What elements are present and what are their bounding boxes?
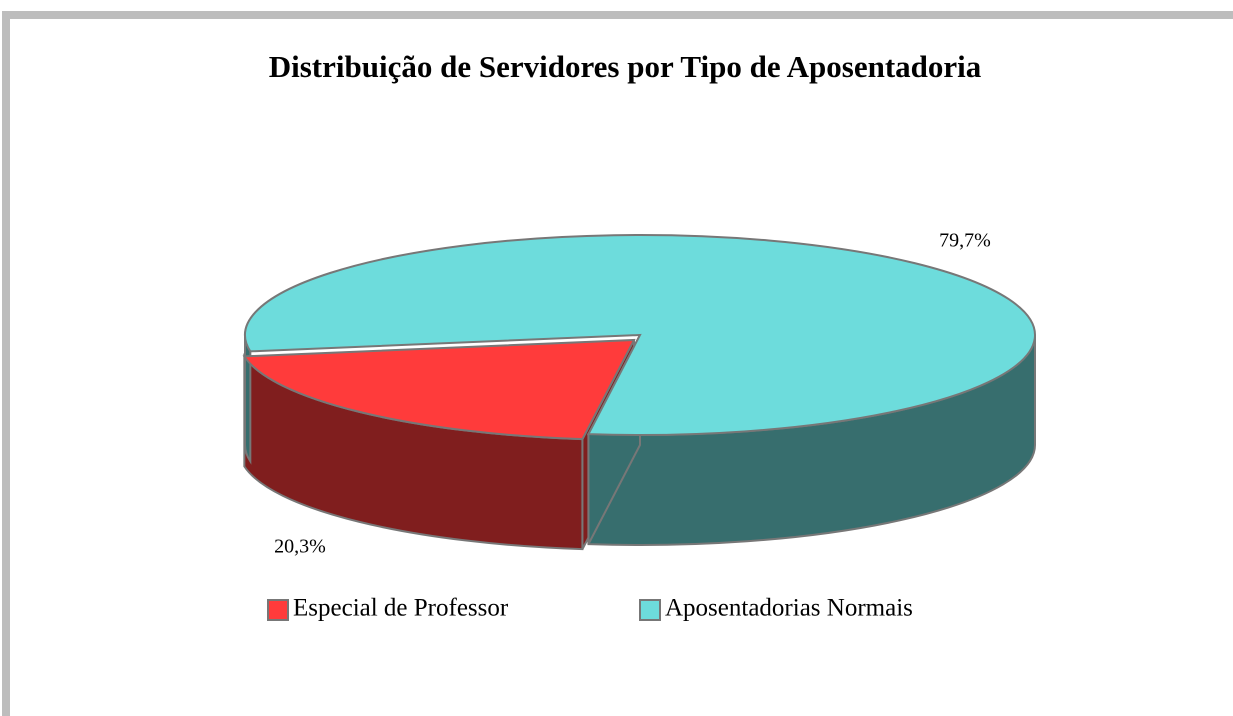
data-label: 20,3% xyxy=(274,536,326,558)
slice-top xyxy=(242,338,636,441)
chart-title: Distribuição de Servidores por Tipo de A… xyxy=(269,49,982,84)
data-label: 79,7% xyxy=(939,230,991,252)
slice-top xyxy=(244,234,1036,436)
top-layer xyxy=(242,234,1036,441)
legend-label: Especial de Professor xyxy=(293,595,509,622)
legend-label: Aposentadorias Normais xyxy=(665,595,913,622)
legend-swatch xyxy=(267,599,289,621)
chart-frame xyxy=(2,11,1233,716)
slice-side xyxy=(244,334,252,465)
legend-swatch xyxy=(639,599,661,621)
